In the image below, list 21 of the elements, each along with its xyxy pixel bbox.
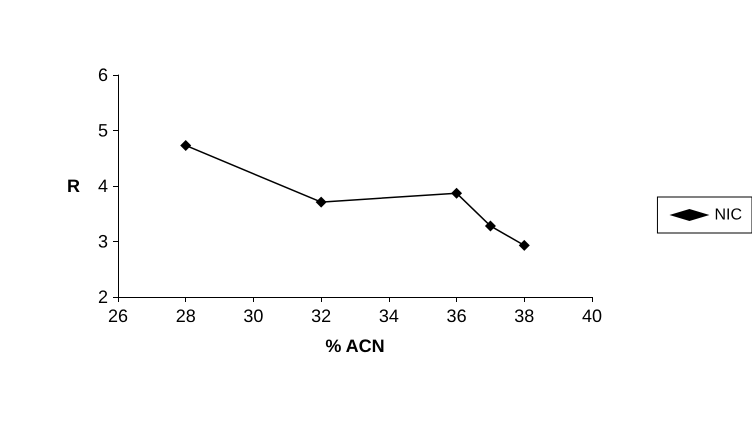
x-tick-label: 36: [446, 306, 467, 326]
x-tick-label: 30: [243, 306, 264, 326]
y-tick-label: 4: [98, 176, 108, 196]
y-axis-title: R: [67, 176, 80, 196]
point: [484, 220, 496, 232]
y-tick-label: 6: [98, 65, 108, 85]
x-tick-label: 40: [582, 306, 602, 326]
x-axis-title: % ACN: [325, 336, 385, 356]
x-tick-label: 38: [514, 306, 534, 326]
x-tick-label: 34: [378, 306, 399, 326]
point: [180, 140, 192, 151]
y-tick-label: 5: [98, 120, 108, 140]
y-tick-label: 3: [98, 232, 108, 252]
x-tick-label: 28: [176, 306, 196, 326]
point: [518, 240, 530, 251]
legend-label: NIC: [714, 206, 742, 224]
point: [316, 196, 327, 208]
x-tick-label: 32: [311, 306, 332, 326]
point: [451, 188, 462, 199]
x-tick-label: 26: [108, 306, 128, 326]
y-tick-label: 2: [98, 287, 108, 307]
